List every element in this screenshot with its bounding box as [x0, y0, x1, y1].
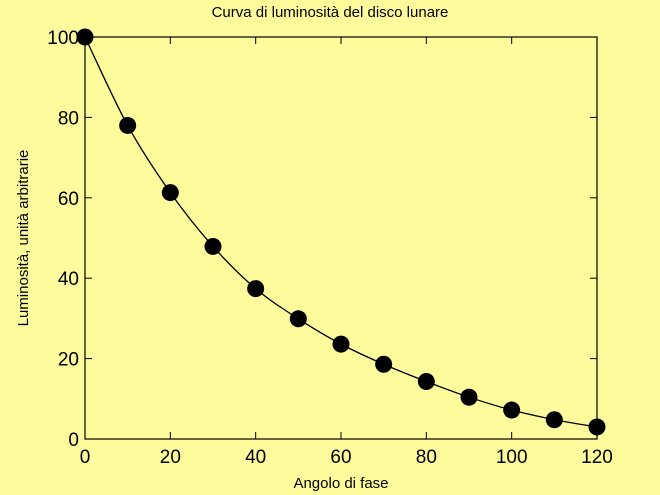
x-tick-label: 20	[160, 447, 181, 468]
x-tick-label: 120	[581, 447, 613, 468]
tick-labels: 0 20 40 60 80 100 120 0 20 40 60 80 100	[47, 28, 613, 468]
data-point	[460, 388, 478, 406]
x-tick-label: 80	[416, 447, 437, 468]
data-point	[289, 310, 307, 328]
y-tick-label: 80	[58, 108, 79, 129]
x-tick-label: 40	[245, 447, 266, 468]
axis-ticks	[84, 36, 598, 440]
chart-title: Curva di luminosità del disco lunare	[211, 4, 449, 21]
plot-area	[84, 36, 598, 440]
data-point	[503, 401, 521, 419]
data-point	[545, 411, 563, 429]
x-axis-title: Angolo di fase	[293, 475, 388, 492]
data-point	[204, 237, 222, 255]
data-point	[375, 355, 393, 373]
data-point	[76, 28, 94, 46]
y-tick-label: 0	[68, 430, 79, 451]
y-tick-label: 100	[47, 28, 79, 49]
data-points	[76, 28, 606, 436]
y-tick-label: 60	[58, 189, 79, 210]
data-point	[588, 418, 606, 436]
data-point	[161, 184, 179, 202]
x-tick-label: 60	[330, 447, 351, 468]
y-axis-title: Luminosità, unità arbitrarie	[15, 150, 32, 327]
x-tick-label: 100	[496, 447, 528, 468]
y-tick-label: 40	[58, 269, 79, 290]
data-point	[119, 116, 137, 134]
data-point	[332, 335, 350, 353]
data-point	[247, 280, 265, 298]
x-tick-label: 0	[80, 447, 91, 468]
y-tick-label: 20	[58, 350, 79, 371]
data-point	[417, 373, 435, 391]
